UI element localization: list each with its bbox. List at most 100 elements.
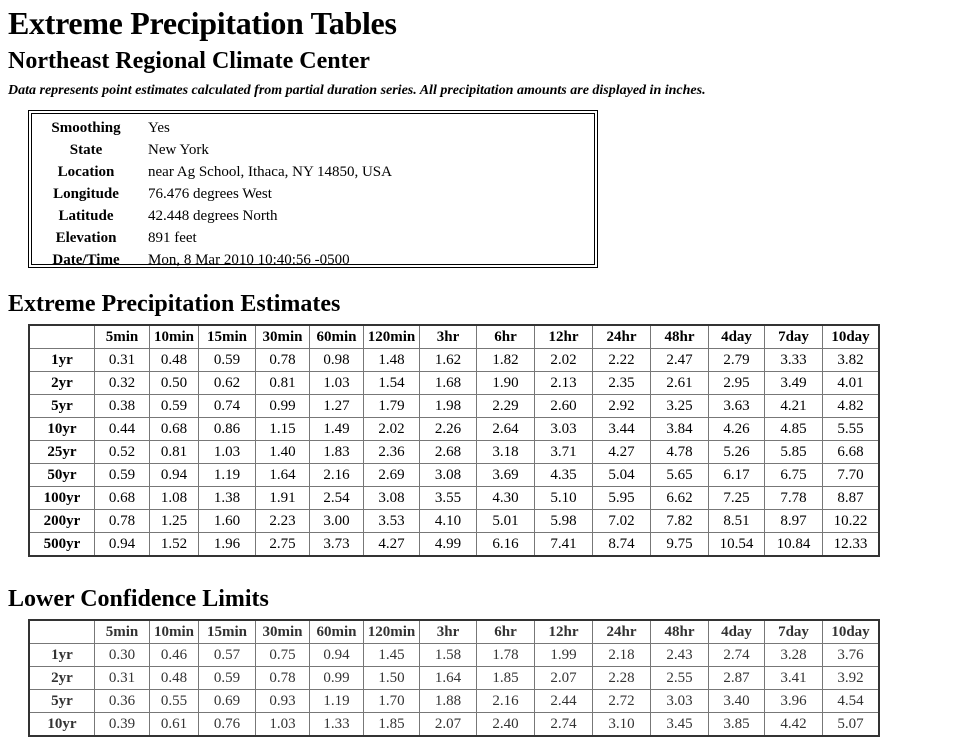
table-cell: 1.68 [419, 371, 477, 395]
table-cell: 5.04 [592, 463, 651, 487]
table-row: 5yr 0.38 0.59 0.74 0.99 1.27 1.79 1.98 2.29 2.60 2… [28, 394, 880, 418]
column-header: 6hr [476, 324, 535, 349]
table-cell: 4.10 [419, 509, 477, 533]
table-cell: 4.54 [822, 689, 880, 713]
table-cell: 0.48 [149, 348, 199, 372]
table-row: 10yr 0.44 0.68 0.86 1.15 1.49 2.02 2.26 2.64 3.03… [28, 417, 880, 441]
table-cell: 1.03 [255, 712, 310, 737]
table-cell: 3.63 [708, 394, 765, 418]
table-cell: 2.02 [534, 348, 593, 372]
metadata-key: Longitude [53, 185, 119, 202]
table-cell: 1.15 [255, 417, 310, 441]
table-cell: 4.82 [822, 394, 880, 418]
table-cell: 5.01 [476, 509, 535, 533]
row-label: 2yr [28, 371, 95, 395]
table-cell: 1.52 [149, 532, 199, 557]
column-header: 120min [363, 324, 420, 349]
column-header: 30min [255, 619, 310, 644]
table-cell: 1.64 [419, 666, 477, 690]
table-cell: 6.62 [650, 486, 709, 510]
table-cell: 3.33 [764, 348, 823, 372]
table-cell: 5.55 [822, 417, 880, 441]
column-header: 15min [198, 619, 256, 644]
table-cell: 3.10 [592, 712, 651, 737]
table-cell: 1.49 [309, 417, 364, 441]
table-cell: 5.65 [650, 463, 709, 487]
column-header: 24hr [592, 324, 651, 349]
metadata-row: Longitude 76.476 degrees West [32, 183, 594, 205]
table-cell: 1.88 [419, 689, 477, 713]
table-cell: 2.87 [708, 666, 765, 690]
table-cell: 0.98 [309, 348, 364, 372]
table-row: 200yr 0.78 1.25 1.60 2.23 3.00 3.53 4.10 5.01 5.9… [28, 509, 880, 533]
page-title: Extreme Precipitation Tables [8, 5, 397, 41]
row-label: 2yr [28, 666, 95, 690]
table-cell: 3.92 [822, 666, 880, 690]
table-cell: 2.64 [476, 417, 535, 441]
table-cell: 1.38 [198, 486, 256, 510]
table-cell: 3.00 [309, 509, 364, 533]
table-cell: 4.21 [764, 394, 823, 418]
column-header: 7day [764, 619, 823, 644]
table-cell: 12.33 [822, 532, 880, 557]
table-cell: 0.75 [255, 643, 310, 667]
table-cell: 2.16 [309, 463, 364, 487]
table-cell: 4.27 [592, 440, 651, 464]
table-cell: 1.79 [363, 394, 420, 418]
table-cell: 4.85 [764, 417, 823, 441]
metadata-value: Mon, 8 Mar 2010 10:40:56 -0500 [148, 251, 350, 268]
table-cell: 1.33 [309, 712, 364, 737]
table-cell: 1.78 [476, 643, 535, 667]
metadata-key: Elevation [55, 229, 117, 246]
table-cell: 1.03 [198, 440, 256, 464]
row-label: 5yr [28, 689, 95, 713]
table-cell: 3.03 [650, 689, 709, 713]
table-cell: 4.99 [419, 532, 477, 557]
table-cell: 10.84 [764, 532, 823, 557]
table-cell: 0.68 [94, 486, 150, 510]
table-cell: 3.85 [708, 712, 765, 737]
table-cell: 3.73 [309, 532, 364, 557]
metadata-row: Location near Ag School, Ithaca, NY 14850… [32, 161, 594, 183]
table-cell: 1.62 [419, 348, 477, 372]
table-cell: 1.98 [419, 394, 477, 418]
table-cell: 0.78 [255, 348, 310, 372]
table-cell: 2.43 [650, 643, 709, 667]
table-cell: 4.42 [764, 712, 823, 737]
table-cell: 6.68 [822, 440, 880, 464]
table-cell: 0.59 [198, 348, 256, 372]
table-cell: 3.96 [764, 689, 823, 713]
table-cell: 0.68 [149, 417, 199, 441]
column-header: 48hr [650, 619, 709, 644]
metadata-value: 42.448 degrees North [148, 207, 278, 224]
table-cell: 2.75 [255, 532, 310, 557]
column-header: 12hr [534, 324, 593, 349]
table-cell: 1.19 [198, 463, 256, 487]
table-cell: 2.68 [419, 440, 477, 464]
table-cell: 0.32 [94, 371, 150, 395]
table-cell: 6.75 [764, 463, 823, 487]
table-cell: 7.70 [822, 463, 880, 487]
table-cell: 1.83 [309, 440, 364, 464]
table-cell: 2.07 [534, 666, 593, 690]
table-cell: 1.08 [149, 486, 199, 510]
metadata-key: State [69, 141, 103, 158]
table-cell: 0.76 [198, 712, 256, 737]
metadata-value: 891 feet [148, 229, 197, 246]
column-header: 4day [708, 619, 765, 644]
metadata-value: 76.476 degrees West [148, 185, 272, 202]
table-cell: 0.78 [255, 666, 310, 690]
table-cell: 3.08 [419, 463, 477, 487]
table-cell: 2.18 [592, 643, 651, 667]
table-cell: 0.57 [198, 643, 256, 667]
table-cell: 0.93 [255, 689, 310, 713]
table-cell: 1.85 [363, 712, 420, 737]
column-header: 10min [149, 324, 199, 349]
metadata-list: Smoothing Yes State New York Location near Ag… [32, 114, 594, 271]
table-cell: 8.97 [764, 509, 823, 533]
table-cell: 0.86 [198, 417, 256, 441]
row-label: 10yr [28, 417, 95, 441]
table-cell: 3.08 [363, 486, 420, 510]
column-header: 48hr [650, 324, 709, 349]
row-label: 50yr [28, 463, 95, 487]
